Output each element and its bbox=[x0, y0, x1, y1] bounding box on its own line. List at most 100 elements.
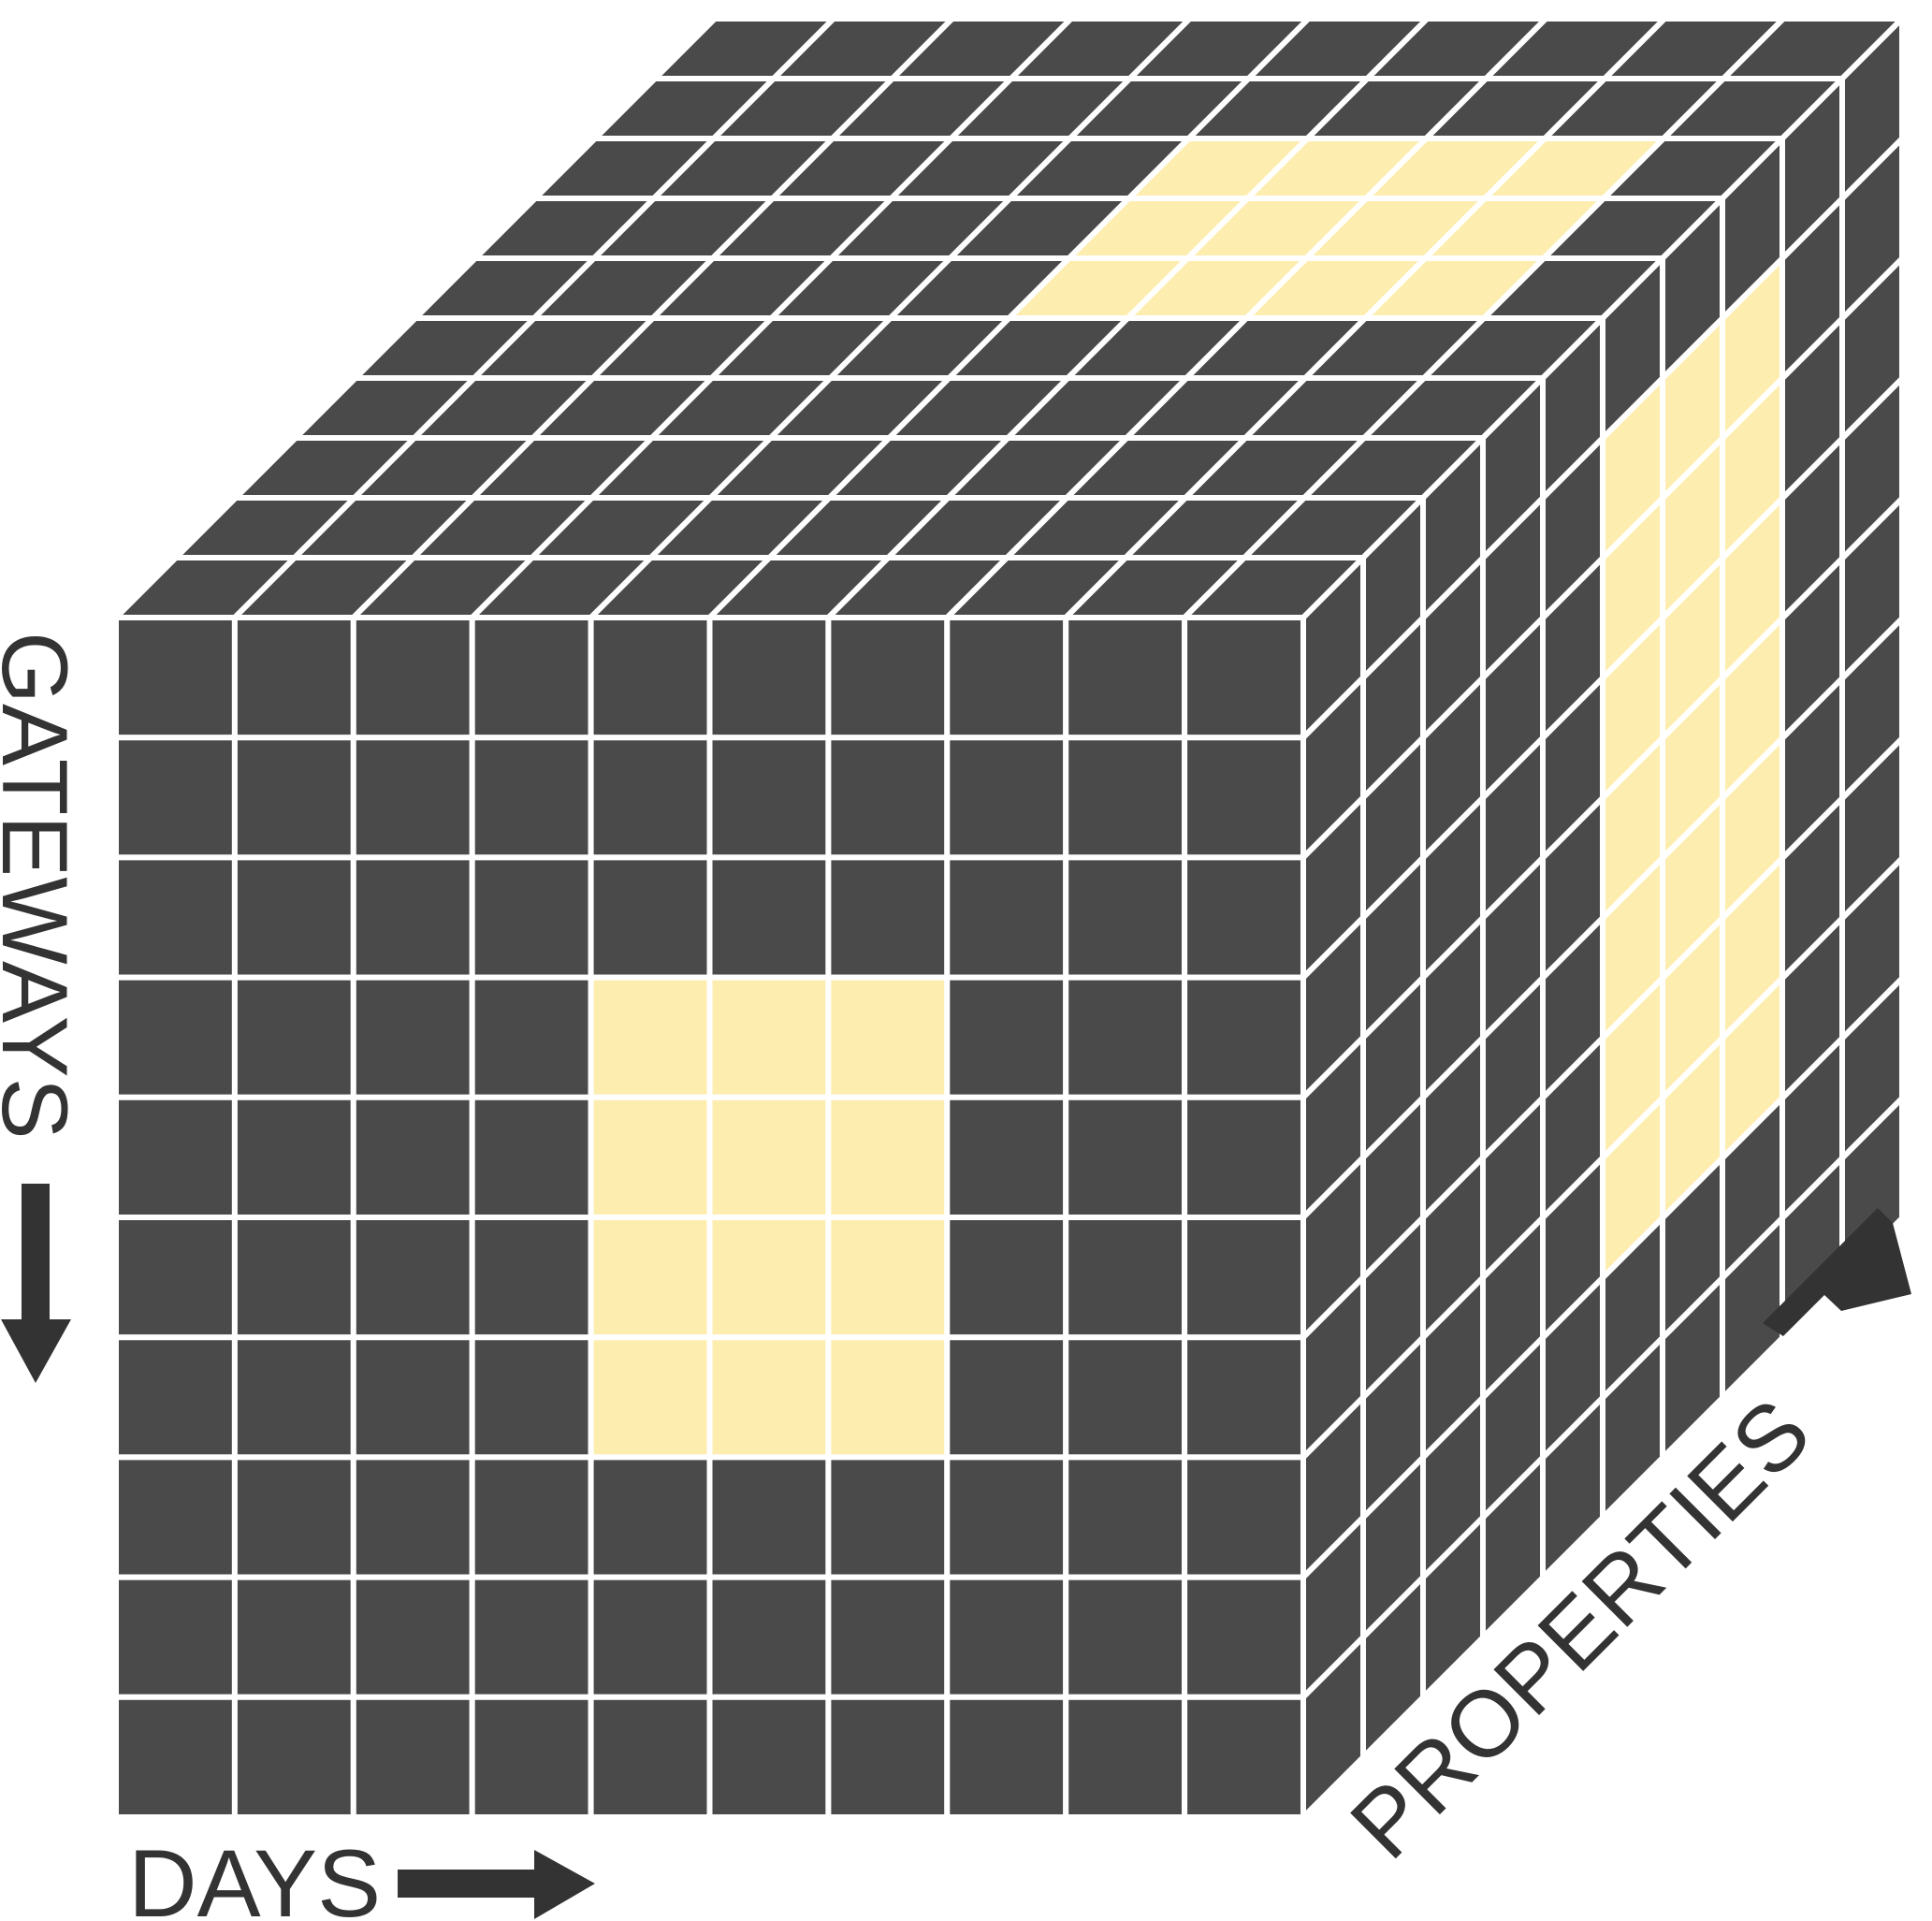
front-cell bbox=[706, 1215, 832, 1341]
gateways-axis-label: GATEWAYS bbox=[0, 632, 87, 1140]
front-cell bbox=[588, 735, 713, 861]
front-cell bbox=[1182, 1334, 1306, 1461]
front-cell bbox=[469, 1094, 594, 1220]
front-cell bbox=[706, 1454, 832, 1580]
front-cell bbox=[825, 1574, 951, 1700]
front-cell bbox=[588, 1215, 713, 1341]
cube-front-face bbox=[113, 615, 1306, 1820]
front-cell bbox=[1063, 1094, 1188, 1220]
front-cell bbox=[113, 974, 238, 1100]
front-cell bbox=[825, 735, 951, 861]
front-cell bbox=[706, 1094, 832, 1220]
front-cell bbox=[113, 854, 238, 981]
front-cell bbox=[944, 1215, 1069, 1341]
front-cell bbox=[588, 974, 713, 1100]
front-cell bbox=[588, 615, 713, 741]
front-cell bbox=[944, 974, 1069, 1100]
front-cell bbox=[469, 854, 594, 981]
front-cell bbox=[1063, 1454, 1188, 1580]
front-cell bbox=[825, 1454, 951, 1580]
front-cell bbox=[231, 1094, 356, 1220]
front-cell bbox=[1182, 854, 1306, 981]
front-cell bbox=[825, 1334, 951, 1461]
front-cell bbox=[944, 615, 1069, 741]
front-cell bbox=[944, 735, 1069, 861]
front-cell bbox=[706, 854, 832, 981]
front-cell bbox=[469, 1454, 594, 1580]
front-cell bbox=[825, 1215, 951, 1341]
front-cell bbox=[588, 1454, 713, 1580]
front-cell bbox=[1182, 1215, 1306, 1341]
front-cell bbox=[1182, 1454, 1306, 1580]
front-cell bbox=[350, 1094, 475, 1220]
properties-arrow-icon bbox=[1763, 1208, 1911, 1336]
front-cell bbox=[1063, 1334, 1188, 1461]
front-cell bbox=[706, 1694, 832, 1820]
front-cell bbox=[706, 1574, 832, 1700]
front-cell bbox=[944, 1694, 1069, 1820]
front-cell bbox=[231, 1694, 356, 1820]
front-cell bbox=[944, 854, 1069, 981]
front-cell bbox=[231, 1454, 356, 1580]
front-cell bbox=[350, 735, 475, 861]
front-cell bbox=[1063, 974, 1188, 1100]
front-cell bbox=[469, 1215, 594, 1341]
front-cell bbox=[350, 1454, 475, 1580]
front-cell bbox=[231, 1334, 356, 1461]
front-cell bbox=[350, 615, 475, 741]
front-cell bbox=[231, 615, 356, 741]
front-cell bbox=[350, 1215, 475, 1341]
front-cell bbox=[350, 1694, 475, 1820]
front-cell bbox=[1063, 854, 1188, 981]
front-cell bbox=[706, 615, 832, 741]
front-cell bbox=[350, 1334, 475, 1461]
front-cell bbox=[1182, 1694, 1306, 1820]
front-cell bbox=[1182, 974, 1306, 1100]
front-cell bbox=[231, 854, 356, 981]
front-cell bbox=[825, 1094, 951, 1220]
front-cell bbox=[469, 735, 594, 861]
front-cell bbox=[113, 735, 238, 861]
front-cell bbox=[706, 974, 832, 1100]
cube-top-face bbox=[109, 16, 1910, 620]
front-cell bbox=[944, 1094, 1069, 1220]
gateways-arrow-icon bbox=[1, 1184, 71, 1383]
days-axis: DAYS bbox=[128, 1830, 595, 1921]
front-cell bbox=[113, 1574, 238, 1700]
front-cell bbox=[113, 1334, 238, 1461]
front-cell bbox=[350, 974, 475, 1100]
front-cell bbox=[588, 1094, 713, 1220]
front-cell bbox=[350, 854, 475, 981]
front-cell bbox=[825, 1694, 951, 1820]
front-cell bbox=[113, 1094, 238, 1220]
front-cell bbox=[469, 1694, 594, 1820]
front-cell bbox=[1182, 735, 1306, 861]
days-arrow-icon bbox=[398, 1850, 595, 1919]
front-cell bbox=[231, 735, 356, 861]
front-cell bbox=[231, 974, 356, 1100]
front-cell bbox=[231, 1574, 356, 1700]
front-cell bbox=[1182, 1574, 1306, 1700]
front-cell bbox=[113, 1454, 238, 1580]
front-cell bbox=[469, 974, 594, 1100]
front-cell bbox=[469, 1334, 594, 1461]
front-cell bbox=[944, 1334, 1069, 1461]
front-cell bbox=[588, 1334, 713, 1461]
front-cell bbox=[1182, 615, 1306, 741]
front-cell bbox=[825, 615, 951, 741]
front-cell bbox=[231, 1215, 356, 1341]
front-cell bbox=[825, 974, 951, 1100]
front-cell bbox=[113, 615, 238, 741]
front-cell bbox=[825, 854, 951, 981]
front-cell bbox=[113, 1694, 238, 1820]
front-cell bbox=[350, 1574, 475, 1700]
front-cell bbox=[1063, 735, 1188, 861]
front-cell bbox=[1182, 1094, 1306, 1220]
front-cell bbox=[469, 615, 594, 741]
front-cell bbox=[469, 1574, 594, 1700]
front-cell bbox=[706, 1334, 832, 1461]
front-cell bbox=[706, 735, 832, 861]
gateways-axis: GATEWAYS bbox=[0, 632, 87, 1383]
front-cell bbox=[1063, 1574, 1188, 1700]
